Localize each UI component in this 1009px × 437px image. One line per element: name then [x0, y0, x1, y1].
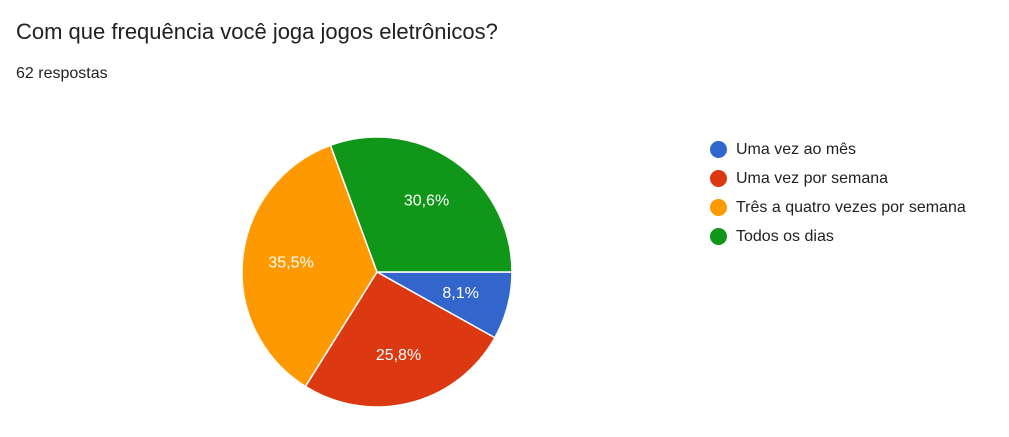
pie-slice-label-2: 25,8% [376, 347, 421, 364]
legend-item-1[interactable]: Uma vez ao mês [710, 135, 966, 164]
pie-slice-label-1: 8,1% [442, 285, 478, 302]
legend-label-2: Uma vez por semana [736, 169, 889, 187]
legend-label-3: Três a quatro vezes por semana [736, 198, 966, 216]
pie-slices [241, 136, 513, 408]
response-count: 62 respostas [16, 65, 108, 82]
legend-label-1: Uma vez ao mês [736, 140, 857, 158]
pie-slice-4[interactable] [329, 136, 513, 273]
pie-slice-label-3: 35,5% [268, 255, 313, 272]
legend-swatch-2 [710, 170, 727, 187]
legend-swatch-1 [710, 141, 727, 158]
question-title: Com que frequência você joga jogos eletr… [16, 19, 498, 44]
legend-swatch-4 [710, 228, 727, 245]
pie-slice-labels: 8,1% 25,8% 35,5% 30,6% [268, 193, 478, 365]
pie-slice-2[interactable] [304, 270, 496, 408]
pie-slice-3[interactable] [241, 144, 378, 388]
legend-label-4: Todos os dias [736, 227, 834, 245]
legend-item-4[interactable]: Todos os dias [710, 222, 966, 251]
legend-item-2[interactable]: Uma vez por semana [710, 164, 966, 193]
chart-legend: Uma vez ao mês Uma vez por semana Três a q… [710, 135, 966, 251]
pie-slice-label-4: 30,6% [404, 193, 449, 210]
legend-swatch-3 [710, 199, 727, 216]
legend-item-3[interactable]: Três a quatro vezes por semana [710, 193, 966, 222]
